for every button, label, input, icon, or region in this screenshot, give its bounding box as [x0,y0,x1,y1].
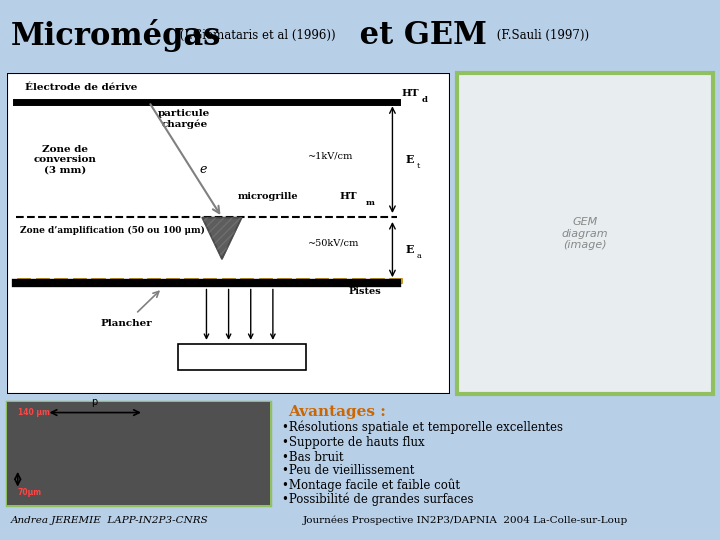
Text: •Possibilité de grandes surfaces: •Possibilité de grandes surfaces [282,492,473,506]
Text: Micromégas: Micromégas [11,18,221,52]
Text: Lecture des pistes: Lecture des pistes [189,353,294,362]
Text: m: m [366,199,375,207]
Text: particule
chargée: particule chargée [158,110,210,130]
Bar [184,278,197,284]
Bar [110,278,123,284]
Text: a: a [417,252,422,260]
Text: •Résolutions spatiale et temporelle excellentes: •Résolutions spatiale et temporelle exce… [282,421,562,434]
Text: t: t [417,162,420,170]
Text: d: d [421,96,427,104]
Bar [351,278,365,284]
Bar [17,278,30,284]
Text: GEM
diagram
(image): GEM diagram (image) [562,217,608,250]
Text: Andrea JEREMIE  LAPP-IN2P3-CNRS: Andrea JEREMIE LAPP-IN2P3-CNRS [11,516,209,525]
Text: Avantages :: Avantages : [288,406,386,420]
Text: 70μm: 70μm [18,488,42,497]
Text: E: E [406,244,414,255]
Bar [258,278,272,284]
Bar [333,278,346,284]
Text: •Bas bruit: •Bas bruit [282,450,343,463]
Text: Plancher: Plancher [101,319,153,328]
Text: •Peu de vieillissement: •Peu de vieillissement [282,464,414,477]
Polygon shape [202,218,242,259]
Text: HT: HT [401,89,419,98]
Text: et GEM: et GEM [349,19,487,51]
Text: Zone d’amplification (50 ou 100 μm): Zone d’amplification (50 ou 100 μm) [20,226,205,235]
Bar [73,278,86,284]
Text: •Supporte de hauts flux: •Supporte de hauts flux [282,436,424,449]
Bar [35,278,49,284]
Text: ~1kV/cm: ~1kV/cm [308,152,354,161]
Text: Pistes: Pistes [348,287,381,296]
Text: microgrille: microgrille [238,192,298,201]
Bar [54,278,68,284]
Text: e: e [200,163,207,176]
Bar [222,278,235,284]
FancyBboxPatch shape [178,345,306,370]
Text: (I.Giomataris et al (1996)): (I.Giomataris et al (1996)) [176,29,340,42]
Text: ~50kV/cm: ~50kV/cm [308,239,360,248]
Bar [296,278,309,284]
Text: HT: HT [339,192,357,201]
Text: Zone de
conversion
(3 mm): Zone de conversion (3 mm) [33,145,96,174]
Bar [91,278,104,284]
Text: (F.Sauli (1997)): (F.Sauli (1997)) [493,29,590,42]
Text: •Montage facile et faible coût: •Montage facile et faible coût [282,478,459,492]
Bar [166,278,179,284]
Bar [147,278,161,284]
Text: Journées Prospective IN2P3/DAPNIA  2004 La-Colle-sur-Loup: Journées Prospective IN2P3/DAPNIA 2004 L… [302,516,628,525]
Text: Électrode de dérive: Électrode de dérive [25,83,138,92]
Bar [370,278,384,284]
Text: 140 μm: 140 μm [18,408,50,417]
Bar [389,278,402,284]
Text: E: E [406,154,414,165]
Bar [203,278,216,284]
Bar [129,278,142,284]
Bar [240,278,253,284]
Bar [277,278,291,284]
Text: p: p [91,397,97,407]
Bar [315,278,328,284]
